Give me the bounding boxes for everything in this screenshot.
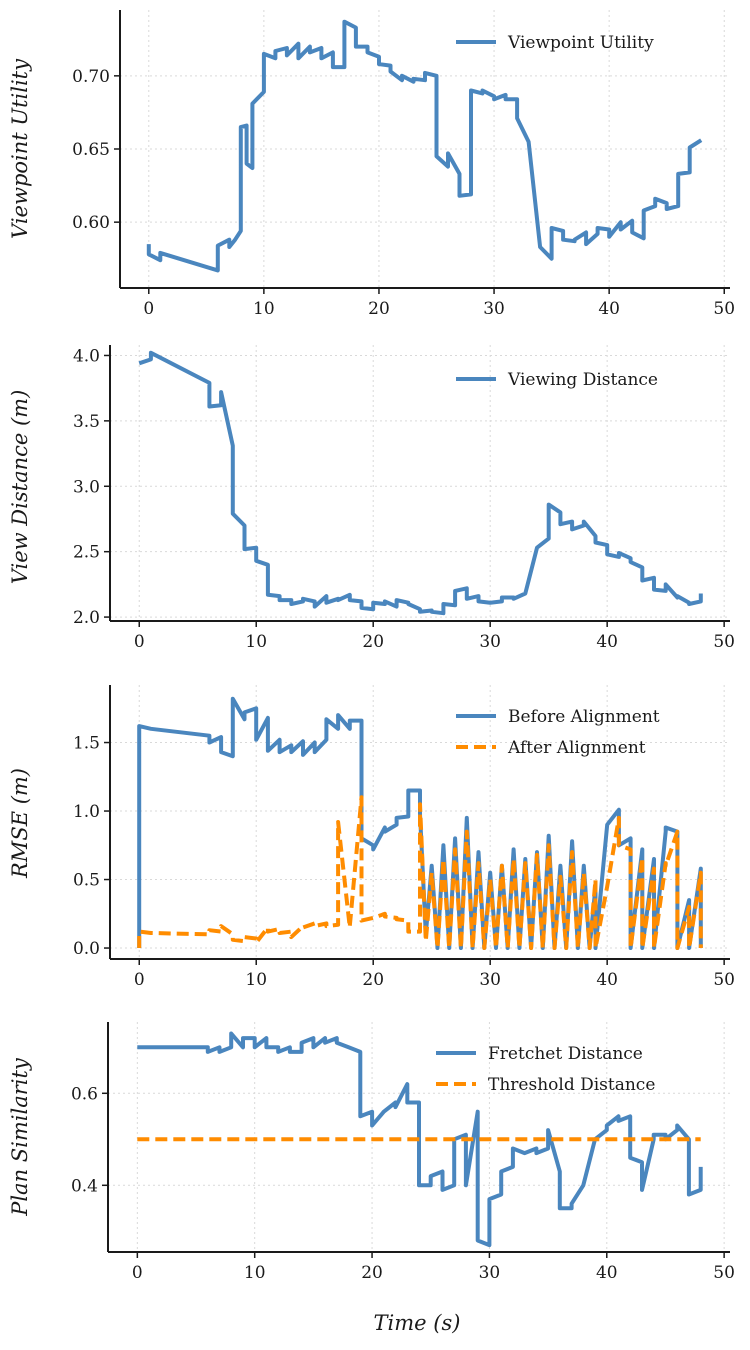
x-tick-label: 10 [244,1263,266,1283]
y-axis-label: Viewpoint Utility [8,58,32,239]
x-tick-label: 30 [479,632,501,652]
series-line-fretchet-distance [137,1031,703,1248]
y-tick-label: 2.0 [73,608,100,628]
legend-label-after-alignment: After Alignment [507,738,646,758]
legend: Fretchet Distance Threshold Distance [436,1044,655,1095]
x-tick-label: 10 [245,970,267,990]
x-tick-label: 0 [134,632,145,652]
x-axis-label: Time (s) [374,1311,461,1335]
x-tick-label: 50 [713,632,735,652]
panel-view-distance: 0 10 20 30 40 50 2.0 2.5 3.0 3.5 4.0 View Distance… [8,345,735,652]
y-tick-label: 0.5 [73,871,100,891]
legend-label-threshold-distance: Threshold Distance [488,1075,655,1095]
y-axis-label: RMSE (m) [8,768,32,879]
y-tick-label: 1.5 [73,734,100,754]
x-tick-label: 20 [362,970,384,990]
panel-rmse: 0 10 20 30 40 50 0.0 0.5 1.0 1.5 RMSE (m) Before … [8,685,735,990]
legend-label-viewpoint-utility: Viewpoint Utility [507,33,654,53]
y-tick-label: 0.65 [72,140,110,160]
x-tick-label: 30 [479,970,501,990]
x-tick-label: 0 [134,970,145,990]
y-tick-label: 3.5 [73,412,100,432]
legend-label-before-alignment: Before Alignment [508,707,660,727]
ticks: 0 10 20 30 40 50 0.60 0.65 0.70 [72,67,735,319]
x-tick-label: 40 [598,299,620,319]
x-tick-label: 40 [596,970,618,990]
legend: Before Alignment After Alignment [456,707,660,758]
plot-area [137,696,703,950]
x-tick-label: 20 [362,632,384,652]
legend-label-fretchet-distance: Fretchet Distance [488,1044,643,1064]
x-tick-label: 20 [361,1263,383,1283]
panel-plan-similarity: 0 10 20 30 40 50 0.4 0.6 Plan Similarity Time (… [8,1022,735,1335]
series-line-viewing-distance [138,350,703,616]
ticks: 0 10 20 30 40 50 0.4 0.6 [71,1084,735,1283]
x-tick-label: 50 [713,1263,735,1283]
legend: Viewpoint Utility [456,33,654,53]
plot-area [146,19,703,273]
y-tick-label: 1.0 [73,802,100,822]
y-tick-label: 0.70 [72,67,110,87]
series-line-after-alignment [137,795,703,950]
legend: Viewing Distance [456,370,658,390]
series-line-viewpoint-utility [146,19,703,273]
legend-label-viewing-distance: Viewing Distance [507,370,658,390]
y-axis-label: Plan Similarity [8,1057,32,1217]
x-tick-label: 0 [132,1263,143,1283]
x-tick-label: 10 [253,299,275,319]
x-tick-label: 30 [479,1263,501,1283]
x-tick-label: 10 [245,632,267,652]
plot-area [137,1031,703,1248]
x-tick-label: 30 [483,299,505,319]
y-tick-label: 2.5 [73,543,100,563]
ticks: 0 10 20 30 40 50 0.0 0.5 1.0 1.5 [73,734,735,990]
y-tick-label: 0.6 [71,1084,98,1104]
x-tick-label: 50 [713,970,735,990]
grid [110,345,730,621]
y-tick-label: 0.0 [73,939,100,959]
x-tick-label: 40 [596,1263,618,1283]
y-tick-label: 0.4 [71,1176,98,1196]
x-tick-label: 0 [143,299,154,319]
y-axis-label: View Distance (m) [8,390,32,585]
y-tick-label: 0.60 [72,213,110,233]
y-tick-label: 3.0 [73,477,100,497]
ticks: 0 10 20 30 40 50 2.0 2.5 3.0 3.5 4.0 [73,346,735,652]
x-tick-label: 50 [713,299,735,319]
x-tick-label: 40 [596,632,618,652]
x-tick-label: 20 [368,299,390,319]
y-tick-label: 4.0 [73,346,100,366]
panel-viewpoint-utility: 0 10 20 30 40 50 0.60 0.65 0.70 Viewpoint Utilit… [8,10,735,319]
plot-area [138,350,703,616]
